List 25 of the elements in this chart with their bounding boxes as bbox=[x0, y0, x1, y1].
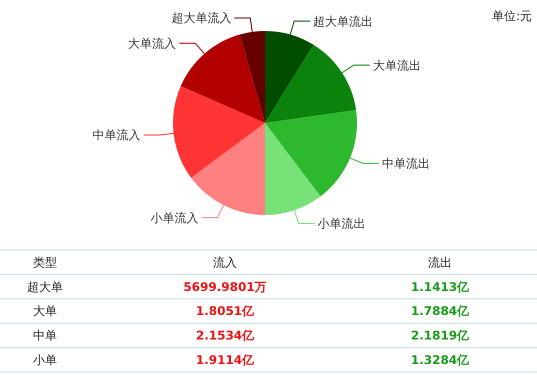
text: 1.3284亿 bbox=[410, 353, 470, 367]
text: 5699.9801万 bbox=[183, 280, 267, 294]
text: 流入 bbox=[213, 255, 237, 270]
slice-label: 大单流出 bbox=[372, 58, 421, 72]
text: 超大单 bbox=[27, 280, 63, 294]
slice-label: 小单流出 bbox=[318, 216, 366, 231]
slice-label: 中单流入 bbox=[92, 128, 141, 142]
slice-label: 大单流入 bbox=[128, 36, 176, 50]
slice-label: 超大单流出 bbox=[313, 14, 374, 28]
text: 大单 bbox=[33, 304, 57, 318]
pie-slice bbox=[180, 34, 265, 123]
slice-label: 小单流入 bbox=[150, 210, 198, 225]
text: 小单 bbox=[33, 353, 57, 367]
slice-label: 中单流出 bbox=[382, 156, 430, 171]
text: 流出 bbox=[428, 255, 452, 270]
text: 2.1534亿 bbox=[196, 328, 256, 343]
slice-label: 超大单流入 bbox=[171, 11, 232, 26]
text: 1.7884亿 bbox=[410, 304, 470, 318]
text: 中单 bbox=[33, 328, 57, 343]
text: 1.9114亿 bbox=[196, 353, 256, 367]
text: 单位:元 bbox=[492, 9, 532, 23]
text: 1.1413亿 bbox=[410, 280, 470, 294]
text: 1.8051亿 bbox=[196, 304, 256, 318]
text: 2.1819亿 bbox=[410, 328, 470, 343]
text: 类型 bbox=[33, 255, 57, 270]
